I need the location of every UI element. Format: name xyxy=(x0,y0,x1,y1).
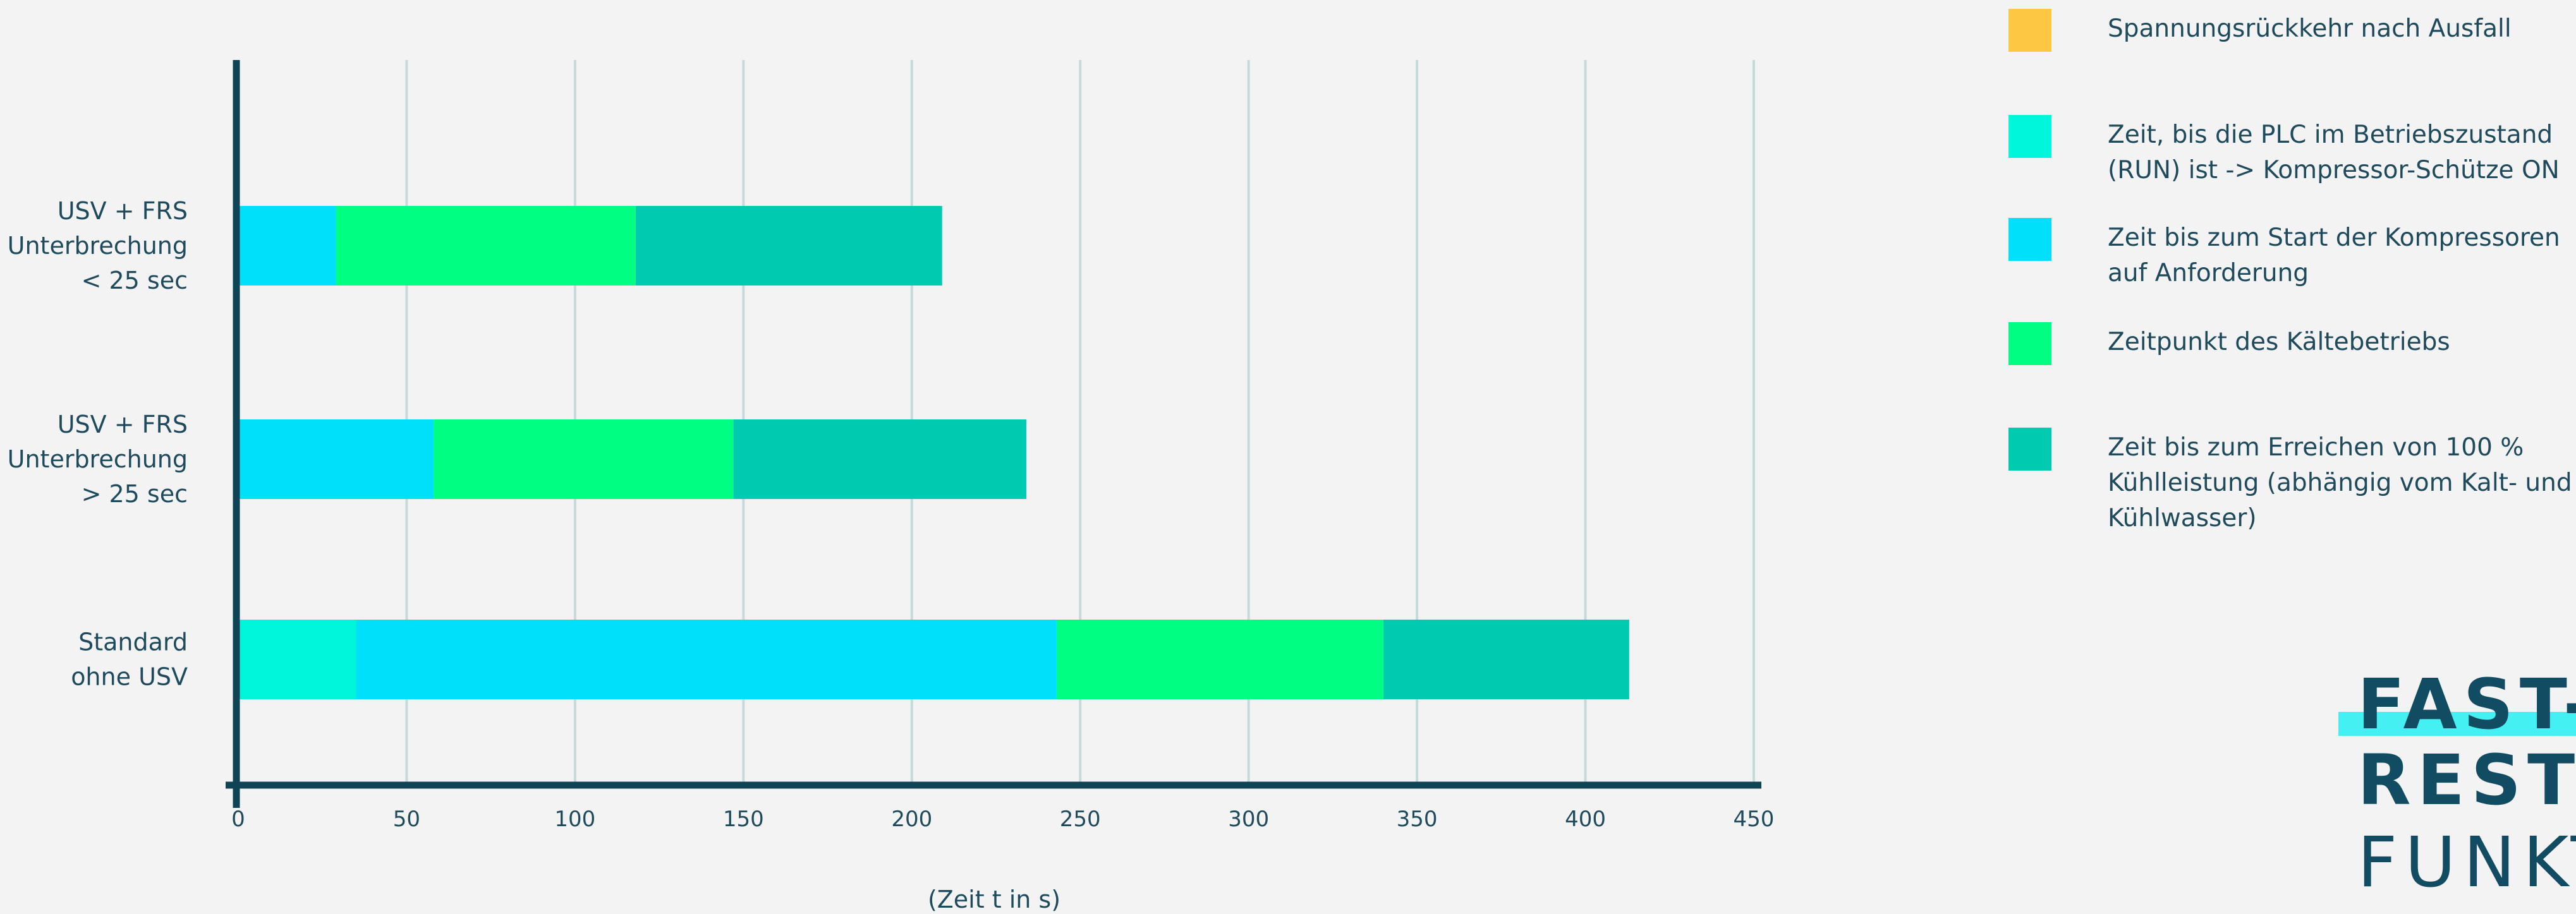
category-label-line: Unterbrechung xyxy=(8,445,188,473)
brand-line-2: RESTA xyxy=(2357,740,2576,821)
bar-segment-0-1 xyxy=(336,206,636,286)
bar-segment-2-1 xyxy=(356,620,1057,699)
grid-lines xyxy=(405,60,1755,785)
legend-swatch xyxy=(2008,218,2051,261)
category-label-line: USV + FRS xyxy=(58,197,188,225)
legend-label-line: Zeit, bis die PLC im Betriebszustand xyxy=(2108,121,2553,149)
bars xyxy=(238,206,1629,699)
legend-label-line: (RUN) ist -> Kompressor-Schütze ON xyxy=(2108,156,2560,184)
bar-segment-2-2 xyxy=(1056,620,1383,699)
category-label-line: USV + FRS xyxy=(58,411,188,438)
legend-label-line: Zeit bis zum Erreichen von 100 % xyxy=(2108,433,2524,462)
category-label-line: < 25 sec xyxy=(82,267,188,294)
legend-swatch xyxy=(2008,428,2051,471)
legend-swatch xyxy=(2008,115,2051,158)
brand-highlight-stripe xyxy=(2338,712,2576,736)
x-tick-label-250: 250 xyxy=(1060,807,1101,832)
axes xyxy=(226,60,1761,808)
legend-label: Zeit, bis die PLC im Betriebszustand (RUN… xyxy=(2108,117,2576,188)
x-tick-label-300: 300 xyxy=(1228,807,1269,832)
category-label-line: Standard xyxy=(78,628,188,656)
legend-label-line: Kühlleistung (abhängig vom Kalt- und xyxy=(2108,469,2572,497)
x-axis-title: (Zeit t in s) xyxy=(928,886,1060,913)
bar-segment-0-0 xyxy=(238,206,336,286)
legend-label: Zeit bis zum Erreichen von 100 % Kühlleis… xyxy=(2108,430,2576,536)
legend-label-line: Spannungsrückkehr nach Ausfall xyxy=(2108,15,2512,43)
category-label-2: Standard ohne USV xyxy=(71,628,188,691)
x-tick-label-400: 400 xyxy=(1565,807,1606,832)
category-label-line: Unterbrechung xyxy=(8,232,188,260)
category-label-line: ohne USV xyxy=(71,663,188,691)
legend-swatch xyxy=(2008,9,2051,52)
category-label-1: USV + FRS Unterbrechung > 25 sec xyxy=(8,411,188,508)
bar-segment-0-2 xyxy=(635,206,942,286)
category-label-line: > 25 sec xyxy=(82,480,188,508)
brand-line-1: FAST- xyxy=(2357,664,2576,745)
x-tick-label-150: 150 xyxy=(723,807,764,832)
bar-segment-1-2 xyxy=(733,419,1026,499)
brand-logo: FAST- RESTA FUNKT xyxy=(2338,660,2576,914)
x-tick-label-350: 350 xyxy=(1397,807,1438,832)
category-label-0: USV + FRS Unterbrechung < 25 sec xyxy=(8,197,188,294)
bar-segment-1-1 xyxy=(434,419,734,499)
legend-label-line: Zeit bis zum Start der Kompressoren xyxy=(2108,224,2560,252)
legend-label: Zeitpunkt des Kältebetriebs xyxy=(2108,325,2576,360)
legend-swatch xyxy=(2008,322,2051,365)
x-tick-labels: 0 50 100 150 200 250 300 350 400 450 xyxy=(231,807,1774,832)
legend-label: Zeit bis zum Start der Kompressoren auf A… xyxy=(2108,220,2576,291)
legend-label-line: Zeitpunkt des Kältebetriebs xyxy=(2108,328,2450,356)
x-tick-label-50: 50 xyxy=(393,807,420,832)
bar-segment-1-0 xyxy=(238,419,434,499)
x-tick-label-200: 200 xyxy=(891,807,932,832)
x-tick-label-0: 0 xyxy=(231,807,245,832)
x-tick-label-100: 100 xyxy=(554,807,595,832)
x-tick-label-450: 450 xyxy=(1734,807,1775,832)
legend-label: Spannungsrückkehr nach Ausfall xyxy=(2108,11,2576,47)
brand-line-3: FUNKT xyxy=(2357,822,2576,903)
bar-segment-2-3 xyxy=(1383,620,1629,699)
legend-label-line: Kühlwasser) xyxy=(2108,504,2257,532)
bar-segment-2-0 xyxy=(238,620,356,699)
legend-label-line: auf Anforderung xyxy=(2108,259,2309,287)
